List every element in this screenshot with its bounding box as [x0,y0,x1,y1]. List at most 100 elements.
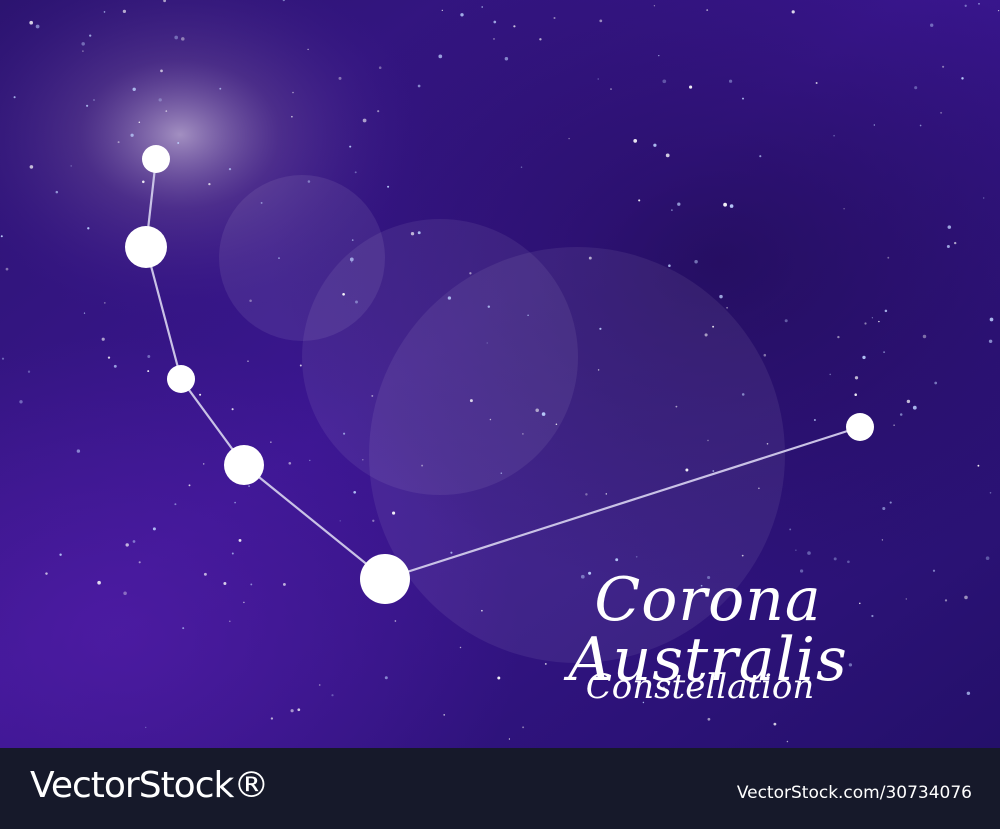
background-star [588,256,592,260]
background-star [441,9,443,12]
background-star [338,76,342,80]
background-star [864,322,867,325]
background-star [887,256,890,259]
background-star [882,506,886,511]
background-star [954,241,957,245]
background-star [610,88,612,91]
background-star [384,676,388,680]
background-star [481,609,483,612]
background-star [394,620,397,622]
constellation-title: Corona Australis [568,565,848,695]
background-star [351,261,353,263]
background-star [791,10,795,14]
background-star [763,353,767,357]
background-star [677,202,681,206]
lens-flares [219,175,785,663]
background-star [89,34,92,37]
star-4 [224,445,264,485]
background-star [707,717,711,721]
background-star [331,694,334,697]
background-star [113,364,117,368]
background-star [438,54,443,59]
background-star [152,527,156,531]
star-1 [142,145,170,173]
lens-flare-large [369,247,785,663]
background-star [905,598,907,600]
background-star [837,335,840,339]
background-star [27,370,31,373]
background-star [231,552,234,555]
background-star [354,171,357,174]
background-star [707,439,709,442]
background-star [635,555,638,558]
background-star [76,449,81,453]
background-star [766,443,769,445]
background-star [585,493,588,496]
background-star [292,91,294,94]
background-star [199,393,202,396]
background-star [1,357,5,360]
background-star [675,405,678,408]
background-star [719,294,723,299]
background-star [228,167,232,171]
background-star [535,408,539,412]
background-star [978,3,980,5]
star-5 [360,554,410,604]
background-star [248,485,250,487]
nebula-glow [0,0,1000,748]
background-star [983,197,985,199]
lens-flare-medium [302,219,578,495]
background-star [988,339,993,344]
background-star [35,24,40,29]
background-star [522,433,524,435]
background-star [758,487,760,490]
background-star [349,257,354,262]
background-star [504,57,509,61]
background-star [775,687,778,689]
background-star [704,333,708,337]
background-star [843,208,845,210]
background-star [291,115,293,118]
background-star [238,538,242,542]
background-star [318,684,321,686]
background-star [103,302,106,304]
background-star [964,595,968,600]
background-star [784,319,788,323]
background-star [906,399,911,404]
background-star [966,691,971,696]
background-star [45,572,48,575]
background-star [309,459,311,462]
background-star [964,4,967,7]
background-star [5,267,9,271]
background-star [789,528,792,531]
background-star [685,468,689,472]
background-star [633,139,638,143]
background-star [520,166,523,168]
background-star [899,413,903,416]
background-star [942,65,945,68]
background-star [513,25,516,28]
background-star [203,572,207,576]
background-star [174,35,179,40]
background-star [202,463,205,465]
background-star [372,519,375,522]
background-star [708,691,712,694]
background-star [228,620,231,623]
background-star [459,646,462,649]
background-star [299,364,302,367]
constellation-stars [125,145,874,604]
background-star [599,19,603,23]
background-star [122,9,127,14]
background-star [605,493,608,495]
background-star [282,582,286,586]
background-star [247,360,249,362]
background-star [489,418,492,421]
background-star [270,717,274,720]
background-star [522,726,525,729]
background-star [871,317,874,319]
background-star [81,42,85,46]
background-star [130,133,134,137]
background-star [282,0,285,2]
background-star [138,121,141,123]
constellation-line [144,246,183,380]
